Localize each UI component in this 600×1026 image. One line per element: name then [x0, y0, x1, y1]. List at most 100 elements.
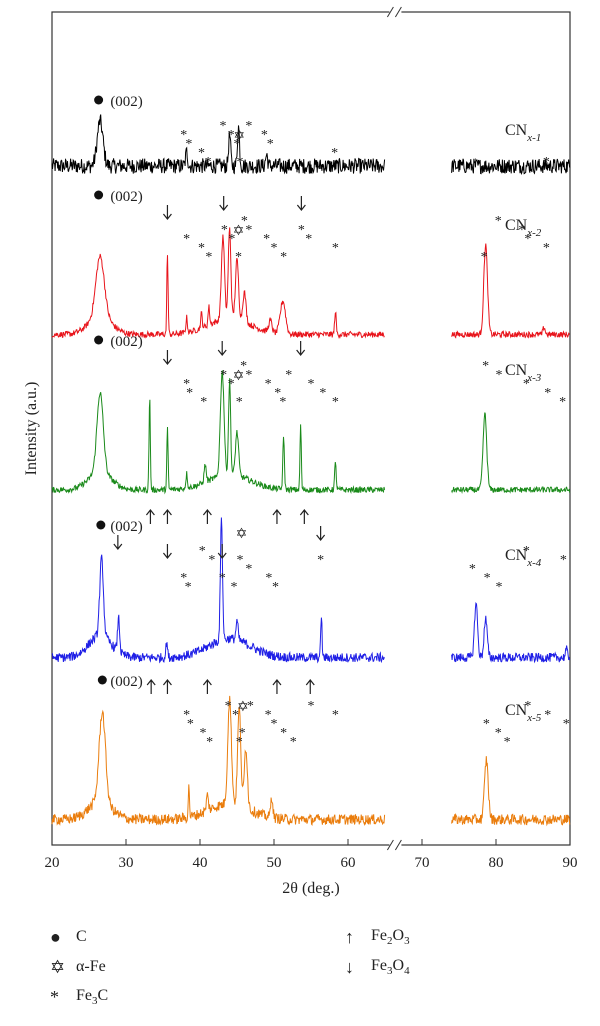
series-line-CNx-5-segment-0: [51, 695, 386, 827]
legend-item-0: ● C: [50, 922, 108, 952]
series-label-CNx-5: CNx-5: [505, 702, 542, 724]
series-line-CNx-4-segment-0: [51, 517, 385, 664]
legend-symbol-dot-icon: ●: [50, 926, 61, 947]
fe3c-star-CNx-4-4: *: [185, 580, 192, 595]
fe3o4-arrow-CNx-2-1: [162, 205, 172, 220]
fe2o3-arrow-CNx-3-29: [299, 509, 309, 524]
fe3c-star-CNx-1-10: *: [245, 119, 252, 134]
x-tick-label-20: 20: [45, 855, 60, 871]
fe3c-star-CNx-1-9: *: [236, 155, 243, 170]
x-axis-title: 2θ (deg.): [282, 880, 339, 897]
carbon-dot-CNx-5-0: [97, 675, 107, 685]
fe3c-star-CNx-4-16: *: [317, 553, 324, 568]
legend-label-4: Fe3O4: [371, 956, 410, 978]
fe3c-star-CNx-4-21: *: [560, 553, 567, 568]
y-axis-title: Intensity (a.u.): [23, 382, 40, 476]
fe3c-star-CNx-2-20: *: [495, 214, 502, 229]
fe3c-star-CNx-4-18: *: [484, 571, 491, 586]
fe3o4-arrow-CNx-4-15: [316, 526, 326, 541]
fe3o4-arrow-CNx-4-1: [113, 535, 123, 550]
fe3c-star-CNx-5-12: *: [271, 717, 278, 732]
fe3c-star-CNx-2-16: *: [298, 223, 305, 238]
fe3c-star-CNx-4-14: *: [272, 580, 279, 595]
x-tick-label-80: 80: [489, 855, 504, 871]
legend-symbol-up-icon: ↑: [345, 926, 354, 947]
fe3c-star-CNx-5-16: *: [332, 708, 339, 723]
x-tick-label-40: 40: [193, 855, 208, 871]
peak-label-002-CNx-2: (002): [110, 189, 143, 205]
fe3c-star-CNx-4-17: *: [469, 562, 476, 577]
fe3c-star-CNx-5-18: *: [495, 726, 502, 741]
x-tick-label-50: 50: [267, 855, 282, 871]
fe3c-star-CNx-2-13: *: [271, 241, 278, 256]
series-line-CNx-1-segment-1: [451, 157, 571, 176]
fe3c-star-CNx-4-9: *: [231, 580, 238, 595]
alpha-fe-star-CNx-2-8: ✡: [233, 224, 245, 239]
fe3c-star-CNx-5-20: *: [524, 699, 531, 714]
fe3c-star-CNx-1-7: *: [234, 137, 241, 152]
fe3c-star-CNx-5-1: *: [183, 708, 190, 723]
chart-svg: CNx-1 (002) CNx-2 (002) CNx-3 (002) CNx-4 (002)…: [23, 6, 578, 897]
fe2o3-arrow-CNx-3-25: [145, 509, 155, 524]
fe3c-star-CNx-4-12: *: [245, 562, 252, 577]
fe3c-star-CNx-3-7: *: [228, 377, 235, 392]
fe3c-star-CNx-3-6: *: [220, 368, 227, 383]
series-line-CNx-2-segment-1: [451, 243, 570, 339]
plot-frame: [51, 11, 571, 846]
fe3c-star-CNx-2-12: *: [263, 232, 270, 247]
fe2o3-arrow-CNx-4-24: [202, 679, 212, 694]
fe3c-star-CNx-1-5: *: [219, 119, 226, 134]
fe3c-star-CNx-5-3: *: [199, 726, 206, 741]
fe3c-star-CNx-5-4: *: [206, 735, 213, 750]
fe3c-star-CNx-5-5: *: [225, 699, 232, 714]
series-line-CNx-3-segment-1: [451, 412, 571, 494]
peak-label-002-CNx-3: (002): [110, 334, 143, 350]
fe3c-star-CNx-2-4: *: [205, 250, 212, 265]
fe3c-star-CNx-1-13: *: [331, 146, 338, 161]
fe3c-star-CNx-5-13: *: [280, 726, 287, 741]
alpha-fe-star-CNx-3-8: ✡: [233, 369, 245, 384]
axis-break-mark-a-1: [386, 839, 394, 851]
fe3c-star-CNx-5-19: *: [504, 735, 511, 750]
x-tick-label-70: 70: [415, 855, 430, 871]
series-line-CNx-5-segment-1: [451, 756, 571, 827]
fe3c-star-CNx-2-10: *: [241, 214, 248, 229]
axis-break-mark-b-1: [394, 839, 402, 851]
fe3o4-arrow-CNx-3-5: [217, 341, 227, 356]
fe3c-star-CNx-3-16: *: [285, 368, 292, 383]
fe3c-star-CNx-4-20: *: [523, 544, 530, 559]
fe3c-star-CNx-2-7: *: [228, 232, 235, 247]
fe3c-star-CNx-4-6: *: [208, 553, 215, 568]
fe3c-star-CNx-3-9: *: [236, 395, 243, 410]
fe3c-star-CNx-5-15: *: [308, 699, 315, 714]
series-label-CNx-4: CNx-4: [505, 547, 542, 569]
legend-item-4: ↓ Fe3O4: [345, 952, 410, 982]
fe3c-star-CNx-4-5: *: [199, 544, 206, 559]
fe3c-star-CNx-2-11: *: [245, 223, 252, 238]
fe3c-star-CNx-3-18: *: [319, 386, 326, 401]
fe3c-star-CNx-2-9: *: [235, 250, 242, 265]
fe3c-star-CNx-1-2: *: [185, 137, 192, 152]
peak-label-002-CNx-4: (002): [110, 519, 143, 535]
legend-left: ● C ✡ α-Fe * Fe3C: [50, 922, 108, 1012]
series-label-CNx-3: CNx-3: [505, 362, 542, 384]
fe3c-star-CNx-5-9: *: [236, 735, 243, 750]
fe3c-star-CNx-5-21: *: [544, 708, 551, 723]
peak-label-002-CNx-1: (002): [110, 94, 143, 110]
series-label-CNx-2: CNx-2: [505, 217, 542, 239]
fe3c-star-CNx-5-6: *: [232, 708, 239, 723]
fe3c-star-CNx-3-4: *: [200, 395, 207, 410]
x-tick-label-30: 30: [119, 855, 134, 871]
legend-symbol-star-icon: *: [50, 986, 59, 1007]
fe3c-star-CNx-1-11: *: [261, 128, 268, 143]
fe3c-star-CNx-2-3: *: [198, 241, 205, 256]
fe3c-star-CNx-4-8: *: [219, 571, 226, 586]
legend-item-1: ✡ α-Fe: [50, 952, 108, 982]
fe2o3-arrow-CNx-3-26: [162, 509, 172, 524]
fe3o4-arrow-CNx-4-7: [217, 544, 227, 559]
x-tick-label-90: 90: [563, 855, 578, 871]
fe3c-star-CNx-4-3: *: [180, 571, 187, 586]
fe3c-star-CNx-5-11: *: [265, 708, 272, 723]
series-label-CNx-1: CNx-1: [505, 122, 541, 144]
